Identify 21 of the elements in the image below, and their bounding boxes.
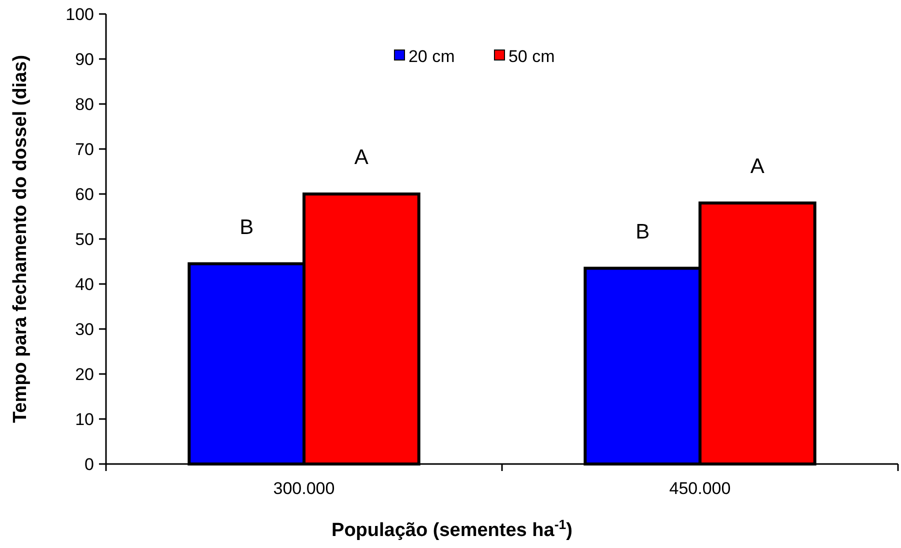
y-tick-label: 60 bbox=[75, 184, 94, 204]
y-tick-label: 70 bbox=[75, 140, 94, 159]
y-tick-label: 10 bbox=[75, 410, 94, 429]
x-tick-label: 300.000 bbox=[273, 479, 335, 498]
annotation: B bbox=[636, 220, 650, 244]
y-tick-label: 20 bbox=[75, 364, 94, 384]
x-tick-label: 450.000 bbox=[669, 479, 731, 498]
y-axis-title: Tempo para fechamento do dossel (dias) bbox=[10, 54, 31, 424]
legend-label: 50 cm bbox=[508, 46, 555, 66]
y-tick-label: 80 bbox=[75, 94, 94, 114]
legend-label: 20 cm bbox=[408, 46, 455, 66]
y-tick-label: 50 bbox=[75, 230, 94, 249]
annotation: B bbox=[240, 216, 254, 239]
y-tick-label: 90 bbox=[75, 50, 94, 69]
y-tick-label: 40 bbox=[75, 274, 94, 294]
x-axis-title: População (sementes ha$^{-1}$) bbox=[332, 516, 572, 541]
y-tick-label: 0 bbox=[84, 454, 94, 474]
y-tick-label: 100 bbox=[66, 4, 94, 24]
annotation: A bbox=[354, 146, 368, 169]
annotation: A bbox=[750, 155, 764, 178]
y-tick-label: 30 bbox=[75, 320, 94, 339]
